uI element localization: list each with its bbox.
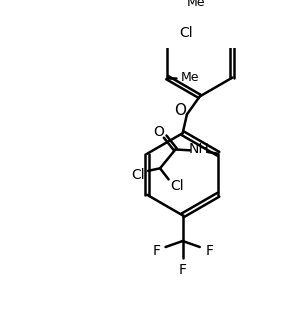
Text: Cl: Cl	[131, 168, 145, 182]
Text: Me: Me	[181, 71, 199, 84]
Text: O: O	[174, 103, 186, 117]
Text: F: F	[205, 244, 213, 258]
Text: F: F	[152, 244, 160, 258]
Text: O: O	[153, 125, 164, 139]
Text: Cl: Cl	[179, 26, 193, 40]
Text: NH: NH	[189, 143, 210, 156]
Text: Cl: Cl	[170, 179, 184, 193]
Text: F: F	[179, 263, 187, 277]
Text: Me: Me	[187, 0, 206, 9]
